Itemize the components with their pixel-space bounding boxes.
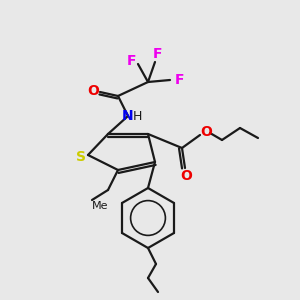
Text: F: F [152, 47, 162, 61]
Text: S: S [76, 150, 86, 164]
Text: N: N [122, 109, 134, 123]
Text: O: O [87, 84, 99, 98]
Text: F: F [126, 54, 136, 68]
Text: F: F [174, 73, 184, 87]
Text: Me: Me [92, 201, 108, 211]
Text: O: O [200, 125, 212, 139]
Text: H: H [132, 110, 142, 124]
Text: O: O [180, 169, 192, 183]
